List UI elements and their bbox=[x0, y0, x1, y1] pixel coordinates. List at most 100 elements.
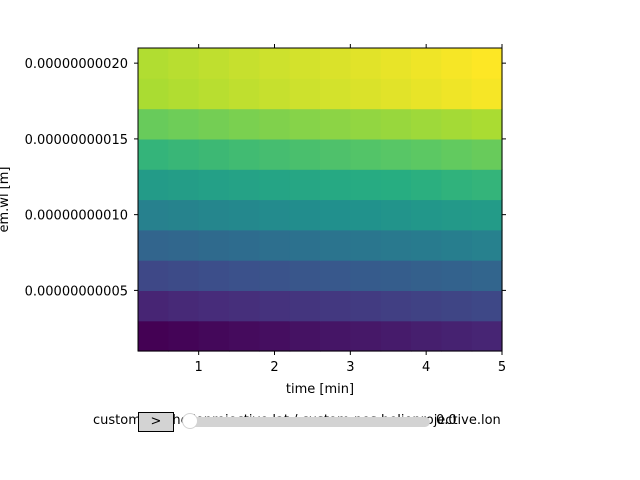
heatmap-cell bbox=[471, 169, 503, 201]
heatmap-cell bbox=[289, 229, 321, 261]
heatmap-cell bbox=[320, 108, 351, 140]
heatmap-cell bbox=[259, 229, 291, 261]
x-tick-label: 1 bbox=[195, 360, 203, 375]
heatmap-cell bbox=[229, 48, 260, 79]
heatmap-cell bbox=[380, 290, 412, 322]
heatmap-cell bbox=[320, 260, 351, 291]
heatmap-cell bbox=[198, 108, 230, 140]
heatmap-cell bbox=[471, 320, 503, 352]
heatmap-cell bbox=[471, 108, 503, 140]
x-axis-ticks: 1 2 3 4 5 bbox=[195, 44, 506, 375]
heatmap-cell bbox=[350, 260, 382, 291]
heatmap-cell bbox=[259, 48, 291, 79]
heatmap-cell bbox=[198, 260, 230, 291]
heatmap-cell bbox=[168, 229, 200, 261]
heatmap-cell bbox=[320, 48, 351, 79]
heatmap-cell bbox=[168, 290, 200, 322]
heatmap-cell bbox=[168, 260, 200, 291]
heatmap-cell bbox=[471, 138, 503, 170]
heatmap-cell bbox=[411, 169, 442, 201]
heatmap-cell bbox=[350, 108, 382, 140]
heatmap-cell bbox=[380, 138, 412, 170]
heatmap-cell bbox=[168, 199, 200, 231]
heatmap-cell bbox=[380, 169, 412, 201]
play-button[interactable]: > bbox=[138, 412, 174, 432]
heatmap-cell bbox=[411, 138, 442, 170]
heatmap-cell bbox=[138, 260, 169, 291]
heatmap-cell bbox=[229, 78, 260, 110]
heatmap-cell bbox=[229, 260, 260, 291]
heatmap-cell bbox=[411, 290, 442, 322]
heatmap-cell bbox=[259, 320, 291, 352]
heatmap-cell bbox=[380, 48, 412, 79]
heatmap-cell bbox=[411, 78, 442, 110]
heatmap-cell bbox=[441, 108, 473, 140]
heatmap-cell bbox=[471, 229, 503, 261]
slider-row: custom:pos.helioprojective.lat / custom:… bbox=[0, 410, 640, 434]
slider-handle[interactable] bbox=[182, 413, 198, 429]
heatmap-cell bbox=[198, 138, 230, 170]
heatmap-cell bbox=[350, 199, 382, 231]
y-axis-ticks: 0.00000000005 0.00000000010 0.00000000015 0… bbox=[25, 57, 506, 299]
heatmap-cell bbox=[320, 78, 351, 110]
heatmap-cell bbox=[259, 290, 291, 322]
heatmap-cell bbox=[138, 290, 169, 322]
heatmap-cell bbox=[441, 290, 473, 322]
heatmap-cell bbox=[229, 290, 260, 322]
heatmap-cell bbox=[380, 260, 412, 291]
heatmap-cell bbox=[380, 108, 412, 140]
heatmap-cell bbox=[350, 229, 382, 261]
heatmap-cell bbox=[411, 320, 442, 352]
heatmap-cell bbox=[441, 260, 473, 291]
heatmap-cell bbox=[198, 48, 230, 79]
heatmap-cell bbox=[138, 320, 169, 352]
heatmap-cell bbox=[168, 48, 200, 79]
y-axis-label: em.wl [m] bbox=[0, 167, 12, 233]
heatmap-cell bbox=[411, 108, 442, 140]
heatmap-cell bbox=[380, 320, 412, 352]
heatmap-cell bbox=[441, 138, 473, 170]
heatmap-cell bbox=[441, 169, 473, 201]
heatmap-cell bbox=[441, 320, 473, 352]
heatmap-cell bbox=[441, 199, 473, 231]
heatmap-cell bbox=[471, 78, 503, 110]
heatmap-cell bbox=[289, 108, 321, 140]
heatmap-cell bbox=[380, 78, 412, 110]
heatmap-cell bbox=[229, 108, 260, 140]
plot-frame bbox=[137, 47, 503, 352]
x-axis-label: time [min] bbox=[286, 382, 354, 397]
heatmap-cell bbox=[289, 138, 321, 170]
y-tick-label: 0.00000000005 bbox=[25, 284, 128, 299]
heatmap-cell bbox=[198, 290, 230, 322]
heatmap-cell bbox=[471, 48, 503, 79]
heatmap-cell bbox=[198, 199, 230, 231]
heatmap-cell bbox=[259, 78, 291, 110]
heatmap-cells bbox=[138, 48, 503, 352]
heatmap-cell bbox=[289, 48, 321, 79]
heatmap-cell bbox=[411, 199, 442, 231]
slider-track[interactable] bbox=[184, 417, 430, 427]
heatmap-cell bbox=[289, 78, 321, 110]
heatmap-cell bbox=[168, 78, 200, 110]
heatmap-cell bbox=[350, 138, 382, 170]
y-tick-label: 0.00000000020 bbox=[25, 57, 128, 72]
heatmap-cell bbox=[289, 290, 321, 322]
heatmap-cell bbox=[259, 108, 291, 140]
heatmap-cell bbox=[320, 199, 351, 231]
heatmap-cell bbox=[259, 260, 291, 291]
heatmap-cell bbox=[259, 169, 291, 201]
heatmap-cell bbox=[138, 138, 169, 170]
y-tick-label: 0.00000000010 bbox=[25, 209, 128, 224]
y-tick-label: 0.00000000015 bbox=[25, 133, 128, 148]
heatmap-cell bbox=[350, 48, 382, 79]
heatmap-cell bbox=[168, 138, 200, 170]
heatmap-cell bbox=[320, 290, 351, 322]
heatmap-cell bbox=[138, 229, 169, 261]
heatmap-cell bbox=[138, 169, 169, 201]
heatmap-cell bbox=[138, 108, 169, 140]
heatmap-cell bbox=[289, 260, 321, 291]
heatmap-cell bbox=[168, 169, 200, 201]
heatmap-cell bbox=[229, 320, 260, 352]
heatmap-cell bbox=[411, 48, 442, 79]
